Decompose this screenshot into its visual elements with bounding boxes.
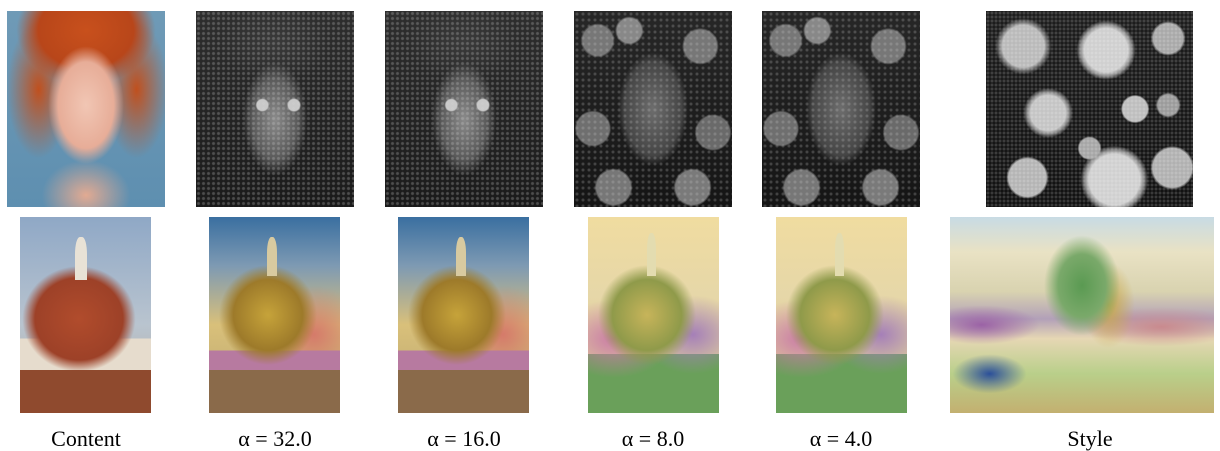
- stylized-portrait-alpha-16: [385, 11, 543, 207]
- stylized-portrait-alpha-8: [574, 11, 732, 207]
- stylized-cathedral-alpha-4: [776, 217, 907, 413]
- style-image-watercolor: [950, 217, 1214, 413]
- caption-content: Content: [51, 426, 121, 451]
- content-image-portrait: [7, 11, 165, 207]
- caption-alpha-16: α = 16.0: [427, 426, 501, 451]
- stylized-portrait-alpha-32: [196, 11, 354, 207]
- content-image-cathedral: [20, 217, 151, 413]
- caption-alpha-8: α = 8.0: [621, 426, 685, 451]
- caption-alpha-4: α = 4.0: [809, 426, 873, 451]
- style-image-pollen: [986, 11, 1193, 207]
- caption-style: Style: [1067, 426, 1113, 451]
- caption-alpha-32: α = 32.0: [238, 426, 312, 451]
- stylized-cathedral-alpha-32: [209, 217, 340, 413]
- stylized-portrait-alpha-4: [762, 11, 920, 207]
- stylized-cathedral-alpha-16: [398, 217, 529, 413]
- stylized-cathedral-alpha-8: [588, 217, 719, 413]
